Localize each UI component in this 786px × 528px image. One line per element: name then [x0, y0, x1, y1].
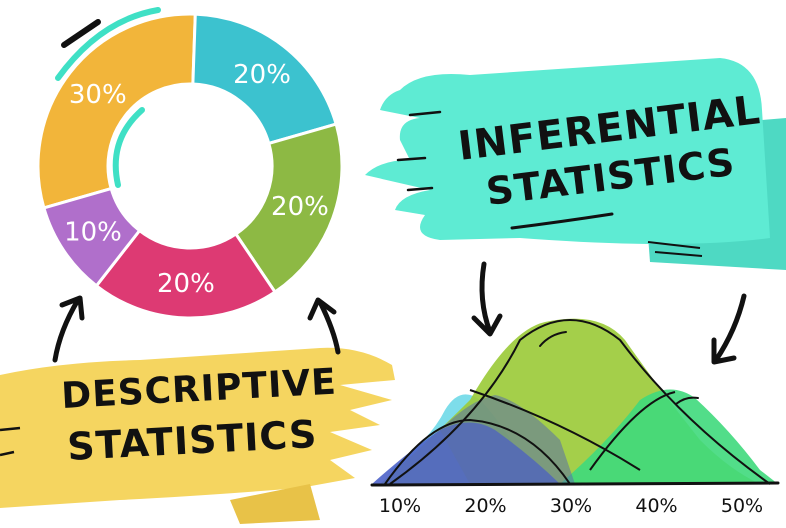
donut-segment — [191, 12, 338, 146]
sketch-stroke-inner — [112, 107, 145, 188]
x-tick-label: 10% — [379, 495, 421, 517]
x-axis-ticks: 10% 20% 30% 40% 50% — [379, 495, 763, 517]
curve-highlight — [539, 331, 567, 347]
curve-left-overlap — [440, 395, 575, 484]
banner-tail — [230, 484, 320, 524]
curve-right — [560, 389, 778, 484]
donut-segment — [42, 186, 142, 288]
donut-segment — [36, 12, 197, 210]
sketch-stroke-black — [61, 19, 101, 48]
x-tick-label: 40% — [635, 495, 677, 517]
x-axis — [370, 481, 780, 487]
sketch-stroke-teal — [55, 7, 161, 81]
arrows — [52, 261, 747, 365]
arrow-down-left-icon — [471, 261, 503, 337]
donut-segment — [233, 122, 344, 295]
sketch-line — [0, 426, 21, 457]
curve-outline-left — [384, 418, 571, 485]
x-tick-label: 50% — [721, 495, 763, 517]
donut-chart: 30% 20% 20% 20% 10% — [36, 12, 344, 320]
banner-body — [365, 58, 770, 244]
donut-segment — [94, 228, 278, 320]
curve-outline-cross — [469, 389, 641, 471]
x-tick-label: 30% — [550, 495, 592, 517]
distribution-chart: 10% 20% 30% 40% 50% — [370, 318, 780, 517]
donut-segment-label: 20% — [271, 192, 329, 222]
title-underline — [510, 212, 614, 230]
inferential-banner: INFERENTIAL STATISTICS — [365, 58, 786, 270]
donut-segment-label: 20% — [233, 60, 291, 90]
curve-outline-right — [589, 391, 676, 471]
arrow-down-right-icon — [711, 293, 747, 365]
curve-highlight — [675, 396, 699, 405]
curve-outline-middle — [389, 319, 771, 485]
banner-body — [0, 347, 395, 508]
sketch-line — [396, 110, 442, 192]
donut-segment-label: 30% — [69, 80, 127, 110]
descriptive-banner: DESCRIPTIVE STATISTICS — [0, 347, 395, 524]
arrow-up-right-icon — [307, 297, 341, 355]
donut-segment-label: 20% — [157, 269, 215, 299]
banner-hatch — [647, 241, 703, 257]
donut-segment-label: 10% — [64, 217, 122, 247]
arrow-up-left-icon — [52, 295, 85, 363]
x-tick-label: 20% — [464, 495, 506, 517]
